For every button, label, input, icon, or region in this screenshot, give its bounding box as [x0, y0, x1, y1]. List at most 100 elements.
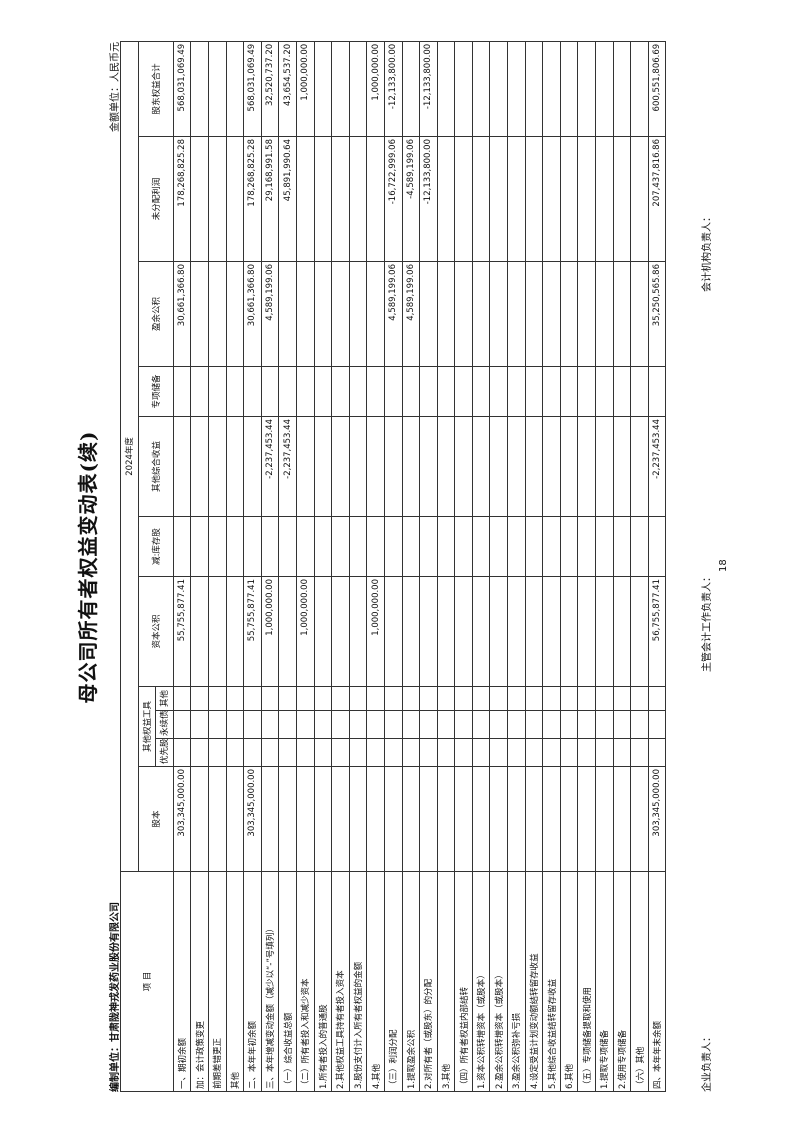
- table-row: 2.其他权益工具持有者投入资本: [331, 41, 350, 1092]
- cell: 178,268,825.28: [173, 136, 191, 262]
- cell: [507, 41, 526, 137]
- cell: [613, 261, 631, 367]
- cell: [314, 710, 332, 739]
- cell: [261, 686, 279, 711]
- table-row: 三、本年增减变动金额（减少以“-”号填列） 1,000,000.00 -2,237,…: [261, 41, 279, 1092]
- cell: [525, 366, 543, 417]
- cell: 303,345,000.00: [648, 766, 666, 872]
- cell: [208, 686, 227, 711]
- cell: [366, 738, 385, 767]
- table-row: 1.所有者投入的普通股: [314, 41, 332, 1092]
- cell: [278, 738, 297, 767]
- cell: [402, 516, 420, 577]
- cell: [384, 766, 402, 872]
- cell: [402, 738, 420, 767]
- cell: [472, 516, 490, 577]
- cell: [560, 416, 578, 517]
- cell: [542, 416, 561, 517]
- cell: [173, 686, 191, 711]
- cell: [613, 366, 631, 417]
- cell: [243, 710, 262, 739]
- row-label: 一、期初余额: [173, 871, 191, 1092]
- cell: [630, 261, 649, 367]
- cell: [595, 416, 614, 517]
- cell: [226, 766, 244, 872]
- cell: [595, 261, 614, 367]
- row-label: 4.其他: [366, 871, 385, 1092]
- cell: [472, 136, 490, 262]
- row-label: （二）所有者投入和减少资本: [296, 871, 315, 1092]
- cell: [402, 416, 420, 517]
- cell: -4,589,199.06: [402, 136, 420, 262]
- cell: [542, 366, 561, 417]
- cell: [560, 738, 578, 767]
- cell: [595, 41, 614, 137]
- row-label: 3.股份支付计入所有者权益的金额: [349, 871, 367, 1092]
- cell: [542, 738, 561, 767]
- cell: [402, 686, 420, 711]
- cell: [542, 576, 561, 687]
- cell: [454, 686, 473, 711]
- cell: [595, 738, 614, 767]
- cell: [190, 516, 209, 577]
- cell: [190, 366, 209, 417]
- cell: [560, 766, 578, 872]
- cell: [595, 366, 614, 417]
- header-cell: 减:库存股: [138, 516, 174, 577]
- cell: 32,520,737.20: [261, 41, 279, 137]
- cell: 207,437,816.86: [648, 136, 666, 262]
- cell: [366, 136, 385, 262]
- cell: [648, 516, 666, 577]
- cell: [595, 710, 614, 739]
- cell: 43,654,537.20: [278, 41, 297, 137]
- cell: [296, 686, 315, 711]
- cell: 1,000,000.00: [366, 41, 385, 137]
- cell: [507, 710, 526, 739]
- row-label: （五）专项储备提取和使用: [577, 871, 596, 1092]
- table-row: 3.盈余公积弥补亏损: [507, 41, 526, 1092]
- cell: [190, 710, 209, 739]
- cell: [454, 416, 473, 517]
- cell: 55,755,877.41: [173, 576, 191, 687]
- cell: [384, 416, 402, 517]
- row-label: （一）综合收益总额: [278, 871, 297, 1092]
- cell: [437, 366, 455, 417]
- cell: [507, 766, 526, 872]
- cell: [208, 366, 227, 417]
- cell: [525, 686, 543, 711]
- cell: 1,000,000.00: [296, 41, 315, 137]
- table-row: 1.提取盈余公积 4,589,199.06 -4,589,199.06: [402, 41, 420, 1092]
- cell: [331, 710, 350, 739]
- cell: [648, 686, 666, 711]
- cell: [507, 576, 526, 687]
- cell: [560, 366, 578, 417]
- cell: [278, 261, 297, 367]
- cell: 55,755,877.41: [243, 576, 262, 687]
- cell: [349, 576, 367, 687]
- cell: [613, 766, 631, 872]
- cell: [261, 516, 279, 577]
- cell: -12,133,800.00: [419, 41, 438, 137]
- row-label: 四、本年年末余额: [648, 871, 666, 1092]
- cell: [296, 710, 315, 739]
- cell: [560, 261, 578, 367]
- cell: [419, 416, 438, 517]
- table-row: 2.使用专项储备: [613, 41, 631, 1092]
- table-row: （一）综合收益总额 -2,237,453.44 45,891,990.64 43,65…: [278, 41, 297, 1092]
- cell: [507, 738, 526, 767]
- row-label: 3.盈余公积弥补亏损: [507, 871, 526, 1092]
- cell: [402, 710, 420, 739]
- cell: [560, 136, 578, 262]
- cell: [366, 766, 385, 872]
- row-label: 1.提取专项储备: [595, 871, 614, 1092]
- cell: [208, 710, 227, 739]
- header-cell: 2024年度: [120, 41, 139, 872]
- header-cell: 其他: [155, 686, 174, 711]
- row-label: 4.设定受益计划变动额结转留存收益: [525, 871, 543, 1092]
- cell: [226, 710, 244, 739]
- cell: [630, 710, 649, 739]
- cell: [314, 366, 332, 417]
- cell: 303,345,000.00: [173, 766, 191, 872]
